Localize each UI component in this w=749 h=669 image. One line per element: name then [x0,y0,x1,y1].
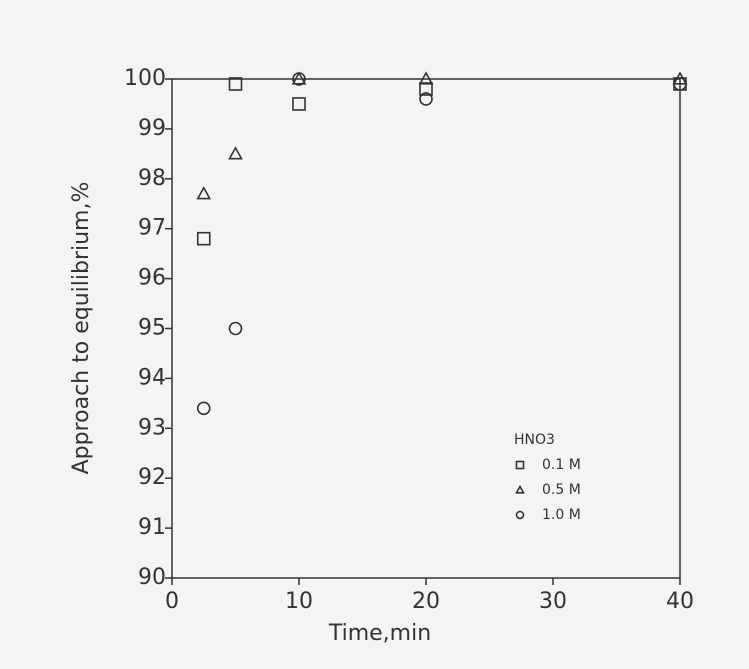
marker-triangle [418,71,434,85]
marker-triangle [515,484,525,494]
y-tick-label: 92 [138,465,166,490]
marker-circle [515,510,525,520]
x-tick-label: 10 [285,589,313,614]
x-tick-label: 20 [412,589,440,614]
marker-circle [196,401,211,416]
y-tick-label: 100 [124,66,166,91]
marker-triangle [228,146,243,160]
marker-triangle [291,71,307,85]
x-tick-label: 0 [165,589,179,614]
legend-label: 1.0 M [542,507,581,523]
marker-circle [292,72,306,86]
x-tick-label: 40 [666,589,694,614]
marker-square [292,97,306,111]
marker-circle [228,321,243,336]
legend-label: 0.5 M [542,482,581,498]
legend-title: HNO3 [514,432,555,448]
y-tick-label: 95 [138,316,166,341]
plot-frame [171,78,681,579]
marker-circle [673,77,687,91]
y-tick-label: 93 [138,415,166,440]
marker-square [196,231,211,246]
y-tick-label: 99 [138,116,166,141]
marker-square [515,460,525,470]
y-tick-label: 97 [138,216,166,241]
x-tick-label: 30 [539,589,567,614]
y-axis-label: Approach to equilibrium,% [69,182,94,475]
x-axis-label: Time,min [328,621,431,646]
y-tick-label: 91 [138,515,166,540]
y-tick-label: 94 [138,365,166,390]
y-tick-label: 96 [138,266,166,291]
marker-square [228,77,243,91]
marker-triangle [196,186,212,200]
marker-circle [419,92,433,106]
y-tick-label: 98 [138,166,166,191]
y-tick-label: 90 [138,565,166,590]
legend-label: 0.1 M [542,457,581,473]
marker-square [419,82,433,96]
